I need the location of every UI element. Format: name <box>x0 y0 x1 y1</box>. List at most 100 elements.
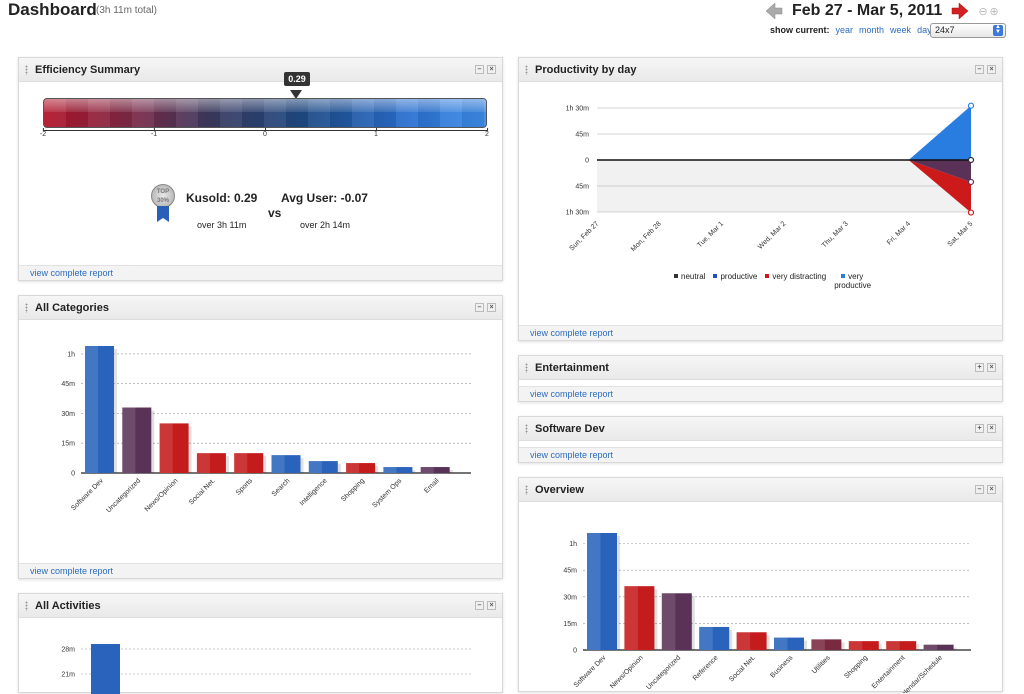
x-tick-label: Fri, Mar 4 <box>886 220 912 246</box>
bar <box>122 407 152 473</box>
panel-header[interactable]: All Categories – × <box>19 296 502 320</box>
y-tick-label: 45m <box>61 381 75 388</box>
drag-handle-icon[interactable] <box>525 424 528 434</box>
legend-label: productive <box>720 272 758 281</box>
zoom-in-icon[interactable]: ⊕ <box>989 5 999 18</box>
bar <box>196 453 226 473</box>
close-icon[interactable]: × <box>487 65 496 74</box>
bar-highlight <box>383 467 397 473</box>
close-icon[interactable]: × <box>987 363 996 372</box>
x-tick-label: Email <box>423 477 441 495</box>
view-report-link[interactable]: view complete report <box>530 389 614 399</box>
avg-user-score: Avg User: -0.07 <box>281 191 368 205</box>
minimize-icon[interactable]: – <box>975 65 984 74</box>
efficiency-tick: 0 <box>263 128 267 138</box>
drag-handle-icon[interactable] <box>25 601 28 611</box>
period-year-link[interactable]: year <box>835 25 854 35</box>
view-report-link[interactable]: view complete report <box>530 328 614 338</box>
drag-handle-icon[interactable] <box>25 65 28 75</box>
period-month-link[interactable]: month <box>859 25 885 35</box>
legend-label: neutral <box>681 272 706 281</box>
panel-footer: view complete report <box>519 447 1002 462</box>
x-tick-label: Social Net. <box>188 477 217 506</box>
close-icon[interactable]: × <box>987 424 996 433</box>
x-tick-label: Thu, Mar 3 <box>821 220 850 249</box>
bar-highlight <box>234 453 248 473</box>
x-tick-label: Software Dev <box>70 477 105 512</box>
view-report-link[interactable]: view complete report <box>30 566 114 576</box>
close-icon[interactable]: × <box>487 601 496 610</box>
next-arrow-icon[interactable] <box>950 2 970 20</box>
panel-header[interactable]: Entertainment + × <box>519 356 1002 380</box>
show-current: show current: year month week day <box>770 25 932 35</box>
drag-handle-icon[interactable] <box>25 303 28 313</box>
expand-icon[interactable]: + <box>975 424 984 433</box>
expand-icon[interactable]: + <box>975 363 984 372</box>
period-day-link[interactable]: day <box>917 25 932 35</box>
x-tick-label: Sports <box>235 477 255 497</box>
zoom-out-icon[interactable]: ⊖ <box>978 5 988 18</box>
software-dev-panel: Software Dev + × view complete report <box>518 416 1003 463</box>
minimize-icon[interactable]: – <box>475 65 484 74</box>
efficiency-pointer-icon <box>290 90 302 99</box>
panel-title: Productivity by day <box>535 64 637 76</box>
x-tick-label: Wed, Mar 2 <box>757 220 788 251</box>
show-current-label: show current: <box>770 25 830 35</box>
y-tick-label: 30m <box>61 411 75 418</box>
y-tick-label: 45m <box>575 184 589 191</box>
drag-handle-icon[interactable] <box>525 485 528 495</box>
y-tick-label: 1h 30m <box>566 106 590 113</box>
efficiency-tick: 1 <box>374 128 378 138</box>
panel-header[interactable]: Software Dev + × <box>519 417 1002 441</box>
panel-header[interactable]: Efficiency Summary – × <box>19 58 502 82</box>
minimize-icon[interactable]: – <box>975 485 984 494</box>
panel-title: Entertainment <box>535 362 609 374</box>
minimize-icon[interactable]: – <box>475 303 484 312</box>
bar <box>624 586 655 650</box>
x-tick-label: Software Dev <box>573 654 608 689</box>
drag-handle-icon[interactable] <box>525 363 528 373</box>
panel-header[interactable]: All Activities – × <box>19 594 502 618</box>
productivity-chart: 0 45m 1h 30m 45m 1h 30m Sun, Feb 27 Mon, Feb 2… <box>566 102 975 253</box>
bar-highlight <box>159 423 173 473</box>
x-tick-label: Social Net. <box>728 654 757 683</box>
data-point <box>967 209 975 216</box>
user-score: Kusold: 0.29 <box>186 191 258 205</box>
previous-arrow-icon[interactable] <box>764 2 784 20</box>
x-tick-label: Utilities <box>811 654 832 675</box>
bar <box>85 346 114 473</box>
bar <box>661 593 692 650</box>
view-report-link[interactable]: view complete report <box>530 450 614 460</box>
x-tick-label: Sun, Feb 27 <box>568 220 600 252</box>
close-icon[interactable]: × <box>487 303 496 312</box>
view-report-link[interactable]: view complete report <box>30 268 114 278</box>
close-icon[interactable]: × <box>987 65 996 74</box>
panel-footer: view complete report <box>519 386 1002 401</box>
minimize-icon[interactable]: – <box>475 601 484 610</box>
page-title: Dashboard <box>8 0 97 19</box>
panel-footer: view complete report <box>519 325 1002 340</box>
very-distracting-area <box>908 160 971 213</box>
period-week-link[interactable]: week <box>890 25 912 35</box>
x-tick-label: Search <box>271 477 292 498</box>
productivity-legend: neutral productive very distracting very… <box>674 272 871 290</box>
bar-highlight <box>923 644 938 650</box>
y-tick-label: 15m <box>563 621 577 628</box>
data-point <box>967 178 975 186</box>
overview-panel: Overview – × 0 15m 30m 45m 1h Software Dev New… <box>518 477 1003 693</box>
panel-header[interactable]: Overview – × <box>519 478 1002 502</box>
drag-handle-icon[interactable] <box>525 65 528 75</box>
panel-header[interactable]: Productivity by day – × <box>519 58 1002 82</box>
bar <box>383 467 413 473</box>
bar-highlight <box>308 461 322 473</box>
productivity-by-day-panel: Productivity by day – × 0 45m 1h 30m 45m 1h … <box>518 57 1003 341</box>
bar-highlight <box>196 453 210 473</box>
bar <box>91 644 120 694</box>
date-range: Feb 27 - Mar 5, 2011 <box>792 2 943 19</box>
close-icon[interactable]: × <box>987 485 996 494</box>
bar-highlight <box>848 641 863 650</box>
x-tick-label: News/Opinion <box>144 477 180 513</box>
all-activities-chart: 21m 28m <box>61 644 471 694</box>
y-tick-label: 15m <box>61 441 75 448</box>
range-select[interactable]: 24x7 ▲ ▼ <box>930 23 1006 38</box>
